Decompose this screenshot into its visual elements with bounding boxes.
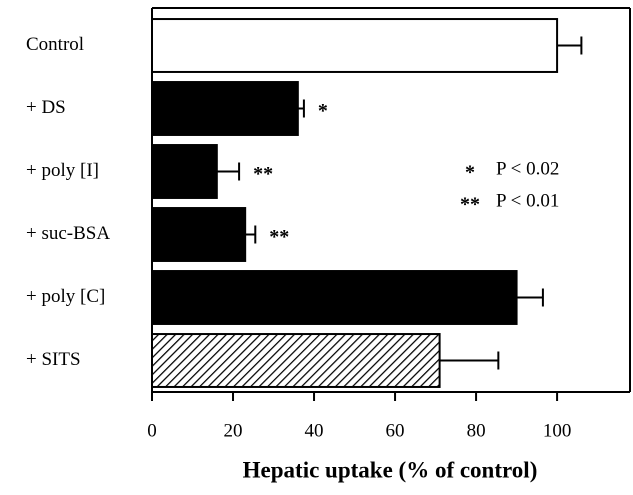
significance-label: ** [269,226,289,248]
x-tick-label: 100 [543,420,572,441]
significance-label: ** [253,163,273,185]
bar [151,270,518,325]
bar [151,207,247,262]
y-tick-label: + poly [I] [26,160,99,181]
error-bar [516,288,544,307]
bar [151,333,441,388]
x-tick-label: 40 [305,420,324,441]
bar [151,144,218,199]
error-bar [557,36,583,55]
note-symbol: ** [460,194,480,216]
bar [151,18,559,73]
y-tick-label: + DS [26,97,66,118]
note-symbol: * [465,162,475,184]
significance-label: * [318,100,328,122]
y-tick-label: + SITS [26,349,81,370]
x-tick-label: 80 [467,420,486,441]
bar [151,81,299,136]
x-tick-label: 20 [224,420,243,441]
y-tick-label: Control [26,34,84,55]
x-tick-label: 0 [147,420,157,441]
x-axis-title: Hepatic uptake (% of control) [243,457,538,482]
y-tick-label: + poly [C] [26,286,105,307]
error-bar [216,162,241,181]
x-tick-label: 60 [386,420,405,441]
note-text: P < 0.02 [496,158,559,179]
y-tick-label: + suc-BSA [26,223,110,244]
note-text: P < 0.01 [496,190,559,211]
error-bar [297,99,305,118]
error-bar [245,225,257,244]
error-bar [439,351,500,370]
